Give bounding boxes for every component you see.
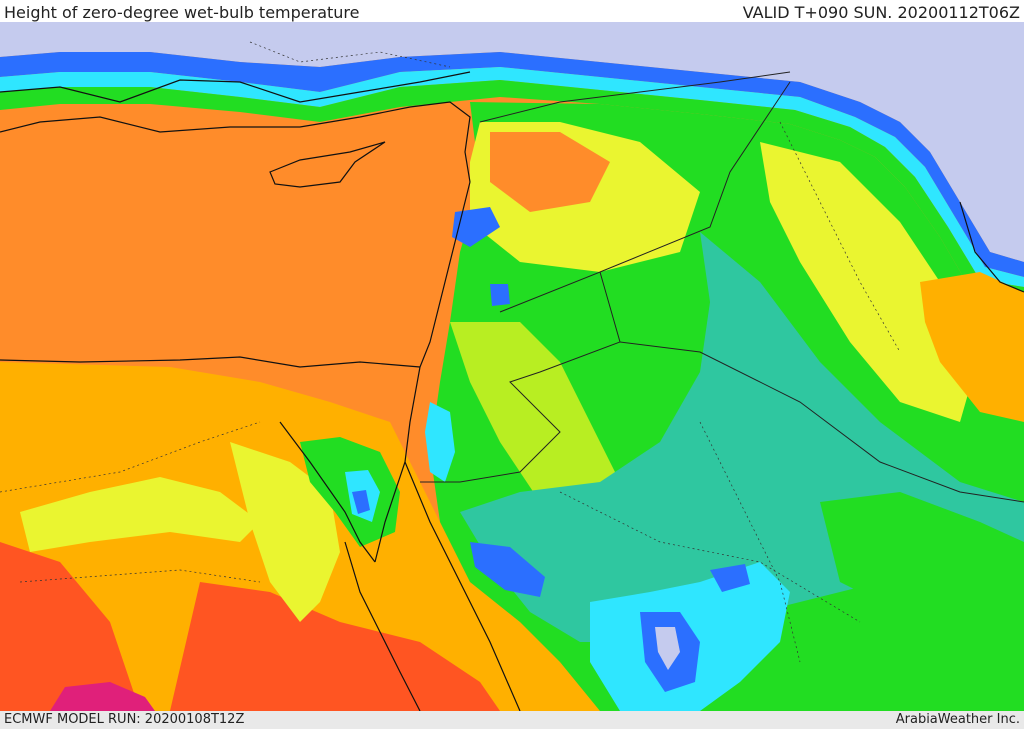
field-blue-south-2 <box>710 564 750 592</box>
coast-cyprus <box>269 141 386 188</box>
field-yellow-nile <box>230 442 340 622</box>
field-lavender-south <box>655 627 680 670</box>
admin-borders <box>0 41 901 663</box>
coastlines <box>0 71 1024 711</box>
coast-egypt-north <box>0 356 421 368</box>
field-blue-golan <box>490 284 510 306</box>
coast-turkey <box>0 71 471 103</box>
coast-gulf <box>959 201 1024 293</box>
field-orange-gulf <box>920 272 1024 422</box>
weather-map <box>0 22 1024 711</box>
coast-levant <box>419 181 471 368</box>
coast-anatolia-south <box>0 101 471 183</box>
border-saudi-iraq <box>619 341 1024 503</box>
field-cyan-coast <box>425 402 455 482</box>
field-magenta <box>50 682 155 711</box>
field-green-north <box>0 80 1024 312</box>
valid-time: VALID T+090 SUN. 20200112T06Z <box>742 3 1020 22</box>
model-run-label: ECMWF MODEL RUN: 20200108T12Z <box>4 712 245 727</box>
admin-egypt-1 <box>0 421 261 493</box>
field-cold-north <box>0 22 1024 262</box>
field-blue-lebanon <box>452 207 500 247</box>
footer-bar <box>0 711 1024 729</box>
admin-arabia-1 <box>559 491 861 623</box>
field-yellow-egypt <box>20 477 260 552</box>
map-title: Height of zero-degree wet-bulb temperatu… <box>4 3 360 22</box>
admin-turkey <box>249 41 451 68</box>
field-orange-syria <box>490 132 610 212</box>
borders <box>420 71 1024 503</box>
header-bar: Height of zero-degree wet-bulb temperatu… <box>0 0 1024 22</box>
border-jordan <box>420 271 621 483</box>
admin-arabia-2 <box>699 421 801 663</box>
credit-label: ArabiaWeather Inc. <box>895 712 1020 727</box>
coast-gulf-suez <box>279 421 376 563</box>
field-blue-sinai <box>352 490 370 514</box>
border-syria-iraq <box>479 71 791 123</box>
field-green-south <box>820 492 1024 622</box>
field-blue-hejaz <box>470 542 545 597</box>
coast-red-sea-east <box>404 461 521 711</box>
admin-egypt-2 <box>19 569 261 583</box>
field-red-orange-center <box>170 582 500 711</box>
border-syria-iraq-2 <box>599 81 791 273</box>
field-yellow-iraq <box>760 142 980 422</box>
field-red-orange-west <box>0 542 140 711</box>
coast-red-sea <box>344 541 421 711</box>
